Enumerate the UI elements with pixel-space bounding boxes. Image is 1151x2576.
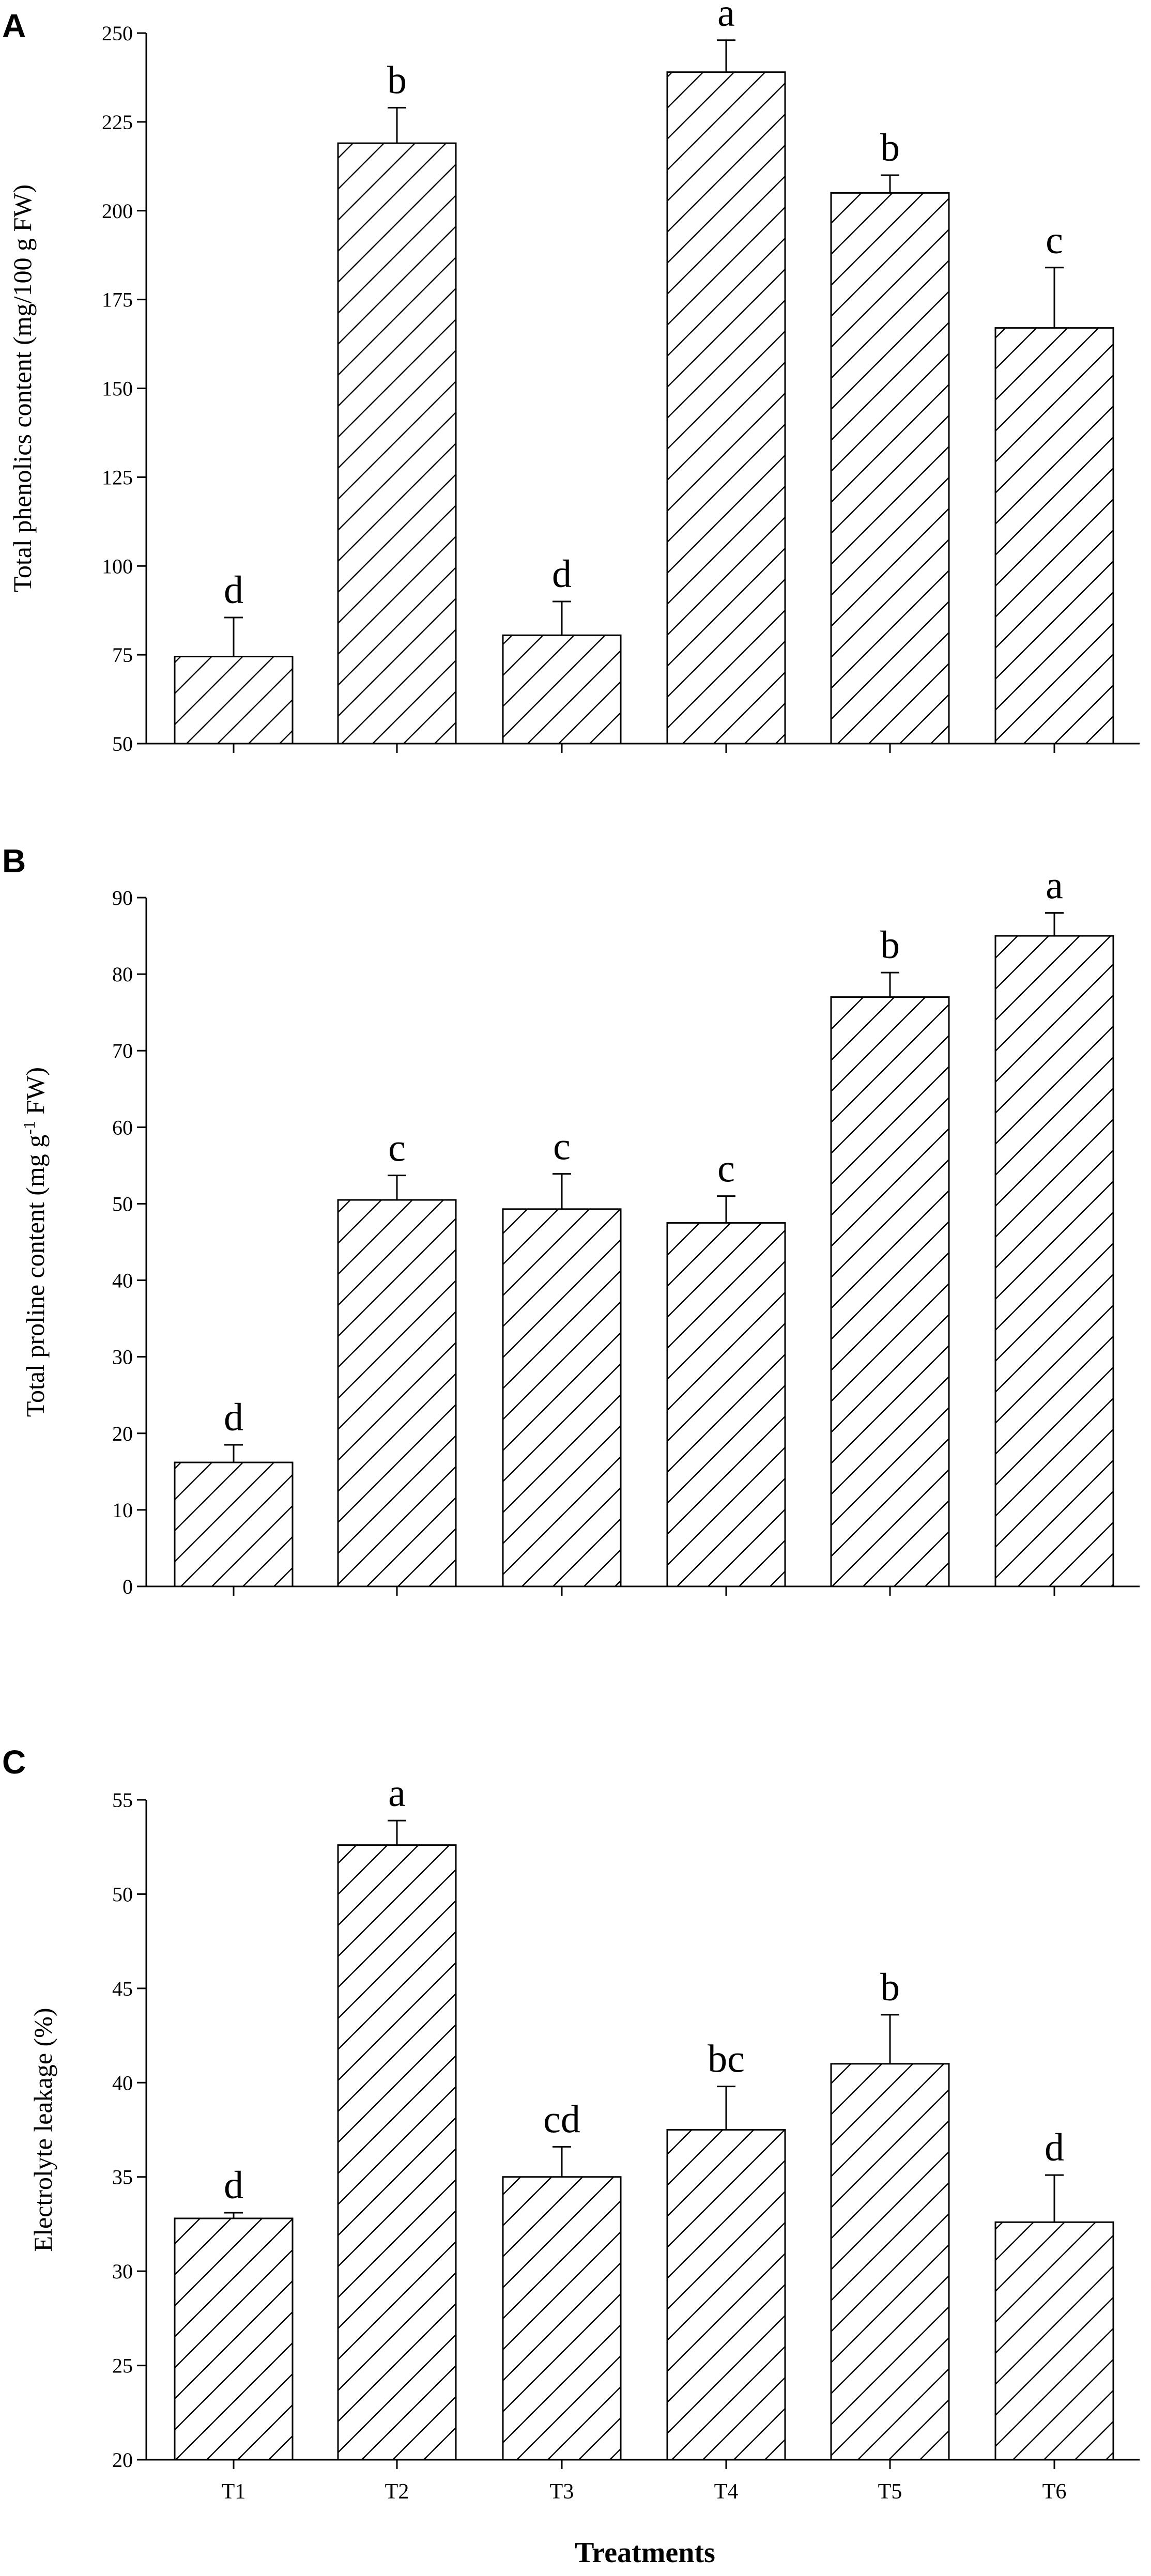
bar-t3 [502, 2176, 622, 2461]
x-category-label-t4: T4 [714, 2480, 739, 2504]
bar-t6 [994, 327, 1114, 745]
significance-label-t5: b [880, 923, 900, 967]
significance-label-t2: b [387, 58, 407, 102]
bar-t6 [994, 935, 1114, 1587]
panel-letter: A [2, 7, 26, 44]
y-tick-label: 55 [112, 1788, 133, 1812]
significance-label-t1: d [224, 1396, 243, 1439]
chart-panel-b: B 0 10 20 30 40 50 60 70 80 90 Total proline conten… [2, 842, 1140, 1598]
y-tick-label: 50 [112, 1192, 133, 1215]
significance-label-t4: a [717, 0, 735, 35]
bar-t1 [174, 2217, 294, 2461]
y-tick-label: 150 [102, 377, 133, 400]
y-tick-label: 125 [102, 466, 133, 489]
significance-label-t3: d [552, 552, 572, 596]
bar-t3 [502, 634, 622, 745]
chart-panel-c: C 20 25 30 35 40 45 50 55 Electrolyte leakage (%)… [2, 1744, 1140, 2504]
y-axis-label: Total phenolics content (mg/100 g FW) [8, 184, 37, 592]
panel-letter: C [2, 1744, 26, 1781]
bar-t4 [666, 71, 786, 745]
y-axis-label: Total proline content (mg g-1 FW) [20, 1067, 50, 1417]
y-tick-label: 0 [122, 1575, 133, 1598]
significance-label-t4: bc [708, 2038, 745, 2081]
significance-label-t6: a [1046, 864, 1063, 907]
y-tick-label: 25 [112, 2354, 133, 2378]
significance-label-t1: d [224, 568, 243, 612]
bar-t1 [174, 1461, 294, 1587]
significance-label-t2: a [388, 1771, 406, 1815]
y-tick-label: 50 [112, 1883, 133, 1906]
x-category-label-t6: T6 [1042, 2480, 1067, 2504]
y-tick-label: 90 [112, 886, 133, 909]
y-tick-label: 175 [102, 288, 133, 312]
y-tick-label: 45 [112, 1977, 133, 2000]
y-tick-label: 250 [102, 22, 133, 45]
y-tick-label: 20 [112, 2448, 133, 2472]
significance-label-t3: cd [543, 2097, 580, 2141]
panel-letter: B [2, 842, 26, 880]
significance-label-t4: c [717, 1147, 735, 1191]
chart-panel-a: A 50 75 100 125 150 175 200 225 250 Total phenolic… [2, 0, 1140, 755]
y-tick-label: 10 [112, 1499, 133, 1522]
y-axis-label: Electrolyte leakage (%) [28, 2008, 57, 2252]
x-category-label-t3: T3 [550, 2480, 574, 2504]
bar-t5 [830, 192, 950, 745]
y-tick-label: 70 [112, 1039, 133, 1062]
y-tick-label: 40 [112, 1269, 133, 1292]
y-tick-label: 50 [112, 732, 133, 755]
y-tick-label: 80 [112, 963, 133, 986]
significance-label-t1: d [224, 2164, 243, 2207]
y-tick-label: 200 [102, 199, 133, 223]
y-tick-label: 60 [112, 1116, 133, 1139]
y-tick-label: 30 [112, 2260, 133, 2283]
significance-label-t6: d [1045, 2126, 1064, 2169]
bar-t4 [666, 2129, 786, 2461]
bar-t3 [502, 1208, 622, 1587]
y-tick-label: 225 [102, 111, 133, 134]
y-tick-label: 20 [112, 1422, 133, 1445]
y-tick-label: 100 [102, 554, 133, 578]
significance-label-t3: c [553, 1125, 571, 1168]
y-tick-label: 35 [112, 2166, 133, 2189]
significance-label-t6: c [1046, 219, 1063, 262]
significance-label-t2: c [388, 1127, 406, 1170]
bar-t2 [337, 142, 457, 745]
bar-t2 [337, 1199, 457, 1587]
x-axis-title: Treatments [575, 2537, 715, 2569]
significance-label-t5: b [880, 126, 900, 169]
y-tick-label: 30 [112, 1346, 133, 1369]
bar-t1 [174, 656, 294, 745]
y-tick-label: 75 [112, 643, 133, 667]
y-tick-label: 40 [112, 2071, 133, 2094]
bar-t2 [337, 1844, 457, 2461]
significance-label-t5: b [880, 1966, 900, 2009]
x-category-label-t2: T2 [385, 2480, 409, 2504]
bar-t6 [994, 2221, 1114, 2461]
bar-t5 [830, 2063, 950, 2461]
bar-t5 [830, 996, 950, 1587]
bar-t4 [666, 1222, 786, 1587]
x-category-label-t5: T5 [878, 2480, 902, 2504]
x-category-label-t1: T1 [222, 2480, 246, 2504]
